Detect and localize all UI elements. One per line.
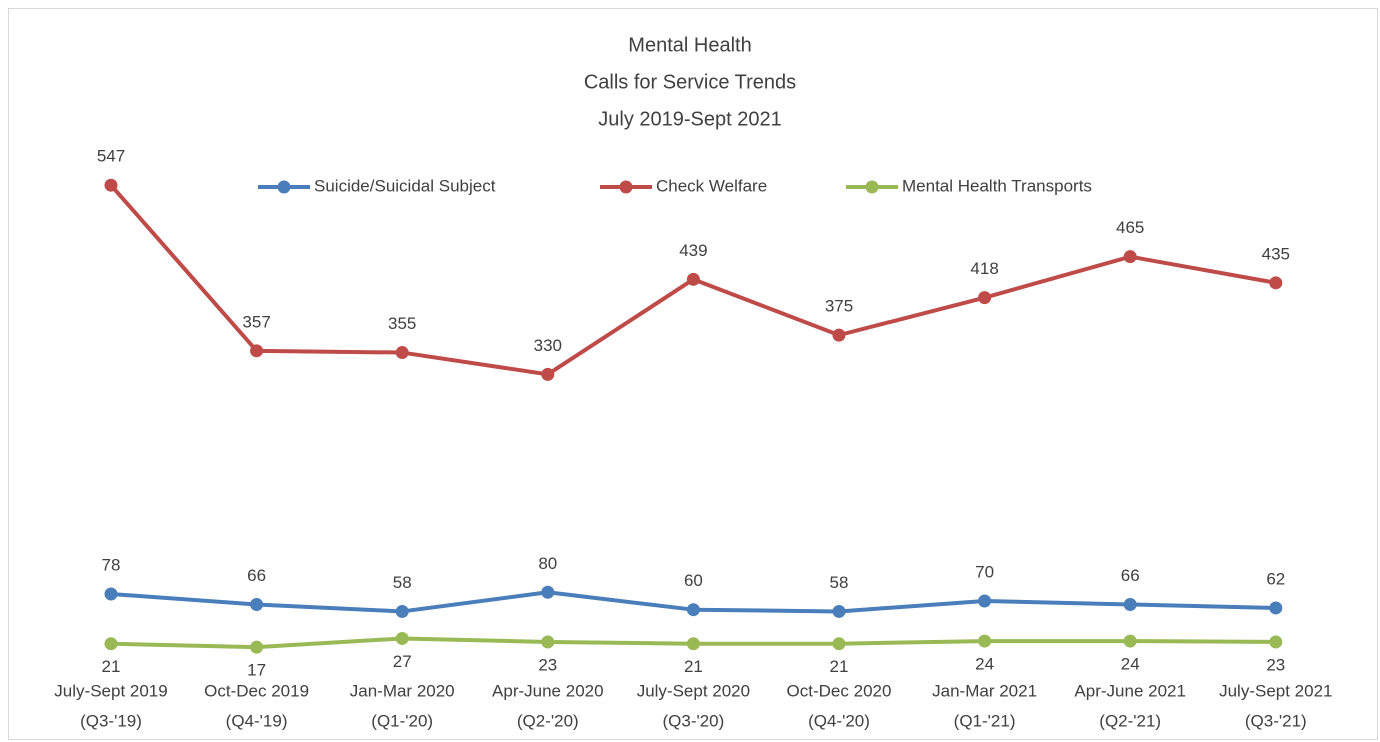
data-label: 23	[538, 655, 557, 674]
x-tick-label: July-Sept 2021	[1219, 681, 1332, 700]
x-tick-label: Jan-Mar 2021	[932, 681, 1037, 700]
x-tick-label: (Q3-'19)	[80, 711, 142, 730]
data-point	[1269, 635, 1283, 649]
data-point	[832, 637, 846, 651]
data-point	[395, 631, 409, 645]
data-point	[978, 634, 992, 648]
data-label: 21	[684, 657, 703, 676]
data-point	[1269, 276, 1283, 290]
data-point	[978, 291, 992, 305]
data-label: 21	[102, 657, 121, 676]
legend-marker	[865, 180, 879, 194]
data-label: 80	[538, 554, 557, 573]
data-point	[395, 604, 409, 618]
x-tick-label: (Q1-'20)	[371, 711, 433, 730]
data-point	[978, 594, 992, 608]
chart-border	[8, 8, 1378, 740]
data-point	[250, 597, 264, 611]
data-point	[832, 328, 846, 342]
x-tick-label: Oct-Dec 2020	[787, 681, 892, 700]
data-point	[541, 635, 555, 649]
x-tick-label: (Q4-'20)	[808, 711, 870, 730]
data-label: 27	[393, 652, 412, 671]
data-label: 357	[242, 312, 270, 331]
data-label: 439	[679, 241, 707, 260]
data-label: 58	[393, 573, 412, 592]
data-point	[395, 346, 409, 360]
legend-label: Mental Health Transports	[902, 176, 1092, 195]
data-label: 66	[1121, 566, 1140, 585]
chart-title: Calls for Service Trends	[584, 71, 796, 93]
legend-marker	[277, 180, 291, 194]
data-label: 375	[825, 297, 853, 316]
data-label: 23	[1266, 655, 1285, 674]
legend-marker	[619, 180, 633, 194]
data-point	[104, 587, 118, 601]
data-point	[1123, 597, 1137, 611]
data-point	[250, 344, 264, 358]
x-tick-label: (Q1-'21)	[954, 711, 1016, 730]
x-tick-label: Apr-June 2020	[492, 681, 604, 700]
x-tick-label: Apr-June 2021	[1074, 681, 1186, 700]
chart-title: Mental Health	[628, 34, 751, 56]
data-label: 58	[830, 573, 849, 592]
data-label: 70	[975, 562, 994, 581]
data-point	[686, 637, 700, 651]
x-tick-label: (Q2-'20)	[517, 711, 579, 730]
data-point	[1123, 634, 1137, 648]
data-label: 17	[247, 661, 266, 680]
x-tick-label: July-Sept 2019	[54, 681, 167, 700]
data-label: 60	[684, 571, 703, 590]
x-tick-label: July-Sept 2020	[637, 681, 750, 700]
data-point	[104, 637, 118, 651]
data-label: 24	[1121, 655, 1140, 674]
data-label: 418	[970, 259, 998, 278]
data-label: 66	[247, 566, 266, 585]
data-label: 62	[1266, 569, 1285, 588]
data-label: 330	[534, 336, 562, 355]
data-label: 435	[1262, 244, 1290, 263]
data-point	[1269, 601, 1283, 615]
x-tick-label: (Q4-'19)	[226, 711, 288, 730]
data-label: 465	[1116, 218, 1144, 237]
legend-label: Suicide/Suicidal Subject	[314, 176, 496, 195]
data-point	[541, 585, 555, 599]
chart-title: July 2019-Sept 2021	[598, 108, 781, 130]
data-point	[250, 640, 264, 654]
x-tick-label: Oct-Dec 2019	[204, 681, 309, 700]
legend-label: Check Welfare	[656, 176, 767, 195]
x-tick-label: (Q3-'20)	[662, 711, 724, 730]
data-point	[541, 367, 555, 381]
data-label: 24	[975, 655, 994, 674]
data-label: 355	[388, 314, 416, 333]
data-point	[832, 604, 846, 618]
data-point	[686, 272, 700, 286]
data-label: 21	[830, 657, 849, 676]
data-label: 78	[102, 555, 121, 574]
data-point	[1123, 250, 1137, 264]
x-tick-label: Jan-Mar 2020	[350, 681, 455, 700]
x-tick-label: (Q2-'21)	[1099, 711, 1161, 730]
x-tick-label: (Q3-'21)	[1245, 711, 1307, 730]
data-label: 547	[97, 147, 125, 166]
data-point	[686, 603, 700, 617]
data-point	[104, 178, 118, 192]
